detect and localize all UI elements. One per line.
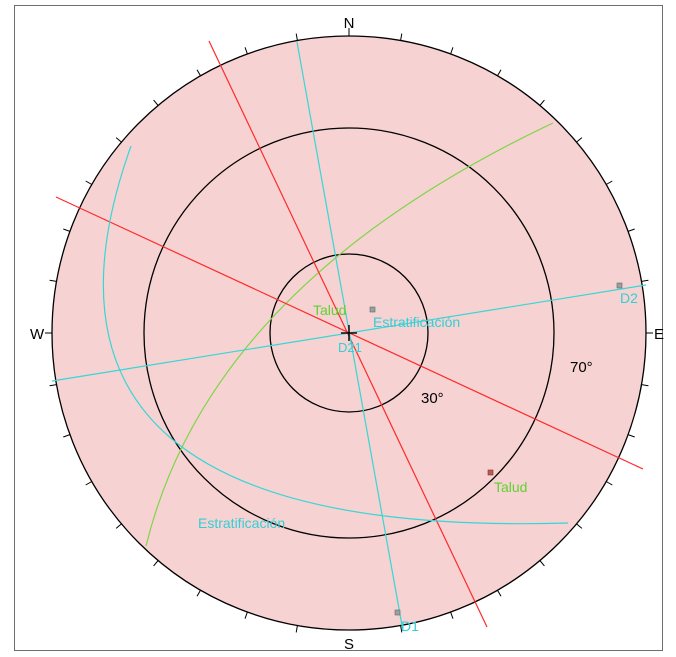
- tick-mark: [576, 137, 583, 143]
- tick-mark: [196, 69, 201, 77]
- tick-mark: [153, 560, 159, 567]
- d1-label: D1: [401, 618, 419, 634]
- tick-mark: [63, 228, 71, 232]
- tick-mark: [63, 434, 71, 438]
- tick-mark: [627, 434, 635, 438]
- tick-mark: [539, 99, 545, 106]
- tick-mark: [400, 625, 403, 633]
- d1-marker: [394, 609, 401, 616]
- tick-mark: [450, 47, 454, 55]
- tick-mark: [627, 228, 635, 232]
- tick-mark: [497, 69, 502, 77]
- compass-south: S: [344, 636, 354, 653]
- compass-north: N: [344, 15, 355, 32]
- tick-mark: [244, 47, 248, 55]
- talud-center-label: Talud: [313, 302, 346, 318]
- tick-mark: [85, 481, 93, 486]
- compass-west: W: [30, 326, 45, 343]
- estrat-line-1: [296, 41, 404, 632]
- compass-east: E: [654, 326, 664, 343]
- estrat-arc: [102, 145, 569, 525]
- ring-label-70: 70°: [570, 359, 593, 376]
- tick-mark: [85, 180, 93, 185]
- tick-mark: [115, 523, 122, 529]
- estrat-arc-label: Estratificación: [198, 515, 285, 531]
- ring-label-30: 30°: [421, 390, 444, 407]
- tick-mark: [49, 384, 57, 387]
- tick-mark: [295, 625, 298, 633]
- friction-arc: [145, 122, 554, 547]
- tick-mark: [196, 589, 201, 597]
- talud-dip-line: [208, 40, 488, 628]
- tick-mark: [400, 33, 403, 41]
- tick-mark: [49, 279, 57, 282]
- tick-mark: [244, 611, 248, 619]
- tick-mark: [115, 137, 122, 143]
- primitive-ticks: [49, 28, 649, 633]
- estrat-pole-marker: [369, 306, 376, 313]
- estrat-center-label: Estratificación: [373, 314, 460, 330]
- talud-pole-label: Talud: [494, 479, 527, 495]
- tick-mark: [605, 180, 613, 185]
- tick-mark: [497, 589, 502, 597]
- ring-outer: [143, 127, 555, 539]
- tick-mark: [295, 33, 298, 41]
- d2-marker: [616, 282, 623, 289]
- tick-mark: [450, 611, 454, 619]
- tick-mark: [641, 384, 649, 387]
- ring-inner: [269, 253, 429, 413]
- tick-mark: [576, 523, 583, 529]
- tick-mark: [641, 279, 649, 282]
- tick-mark: [605, 481, 613, 486]
- tick-mark: [539, 560, 545, 567]
- d21-label: D21: [338, 340, 362, 355]
- d2-label: D2: [620, 290, 638, 306]
- tick-mark: [153, 99, 159, 106]
- talud-pole-marker: [487, 469, 494, 476]
